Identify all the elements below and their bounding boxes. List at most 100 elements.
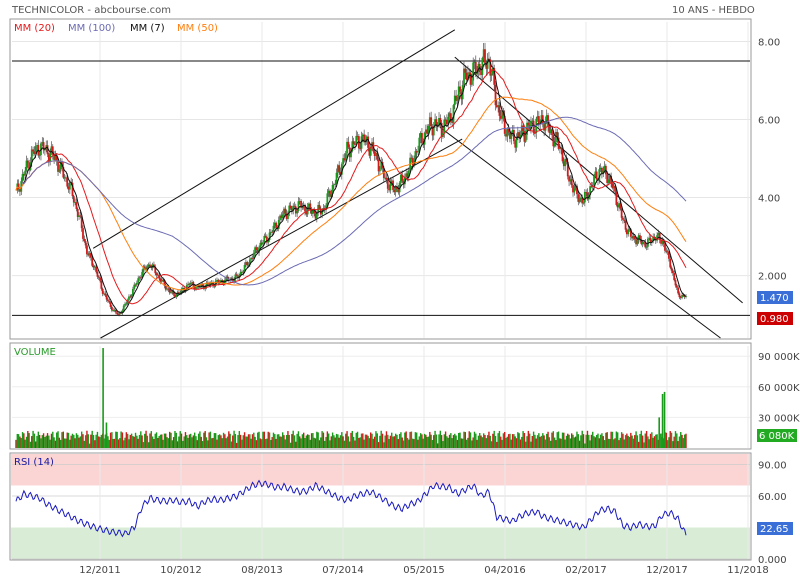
candle-body: [537, 116, 540, 124]
volume-bar: [283, 435, 285, 448]
candle-body: [455, 95, 457, 101]
candle-body: [428, 117, 431, 126]
rsi-badge: [757, 522, 793, 535]
volume-bar: [379, 435, 381, 448]
volume-bar: [279, 436, 281, 448]
volume-bar: [329, 440, 331, 448]
candle-body: [498, 105, 501, 116]
candle-body: [251, 258, 254, 259]
volume-bar: [380, 430, 382, 448]
volume-bar: [184, 432, 187, 448]
candle-body: [164, 285, 167, 290]
candle-body: [269, 231, 272, 233]
candle-body: [344, 153, 347, 161]
candle-body: [673, 273, 676, 281]
rsi-badge-value: 22.65: [760, 524, 789, 535]
volume-bar: [372, 438, 375, 448]
volume-bar: [116, 431, 118, 448]
candle-body: [138, 277, 141, 279]
candle-body: [51, 146, 54, 155]
volume-bar: [464, 432, 466, 448]
candle-body: [65, 177, 67, 179]
candle-body: [406, 173, 409, 177]
volume-bar: [404, 432, 406, 448]
candle-body: [430, 117, 433, 127]
candle-body: [264, 235, 267, 237]
candle-body: [486, 58, 489, 69]
volume-bar: [142, 442, 145, 448]
candle-body: [335, 172, 338, 184]
candle-body: [580, 197, 582, 199]
candle-body: [448, 113, 451, 117]
volume-bar: [253, 432, 255, 448]
ma-100-line: [23, 116, 687, 286]
candle-body: [403, 176, 406, 185]
candle-body: [614, 185, 616, 192]
volume-bar: [144, 433, 146, 448]
volume-bar: [137, 438, 139, 448]
candle-body: [235, 274, 238, 276]
volume-bar: [662, 438, 665, 448]
candle-body: [389, 181, 392, 191]
volume-bar: [509, 433, 511, 448]
volume-bar: [476, 439, 478, 448]
candle-body: [552, 135, 555, 147]
volume-bar: [99, 437, 101, 448]
candle-body: [266, 236, 268, 243]
x-tick-label: 02/2017: [565, 565, 607, 576]
volume-bar: [322, 432, 325, 448]
candle-body: [325, 205, 327, 210]
candle-body: [681, 294, 683, 298]
volume-bar: [572, 434, 574, 448]
candle-body: [457, 86, 460, 97]
volume-bar: [178, 436, 180, 448]
candle-body: [421, 133, 423, 144]
candle-body: [402, 180, 405, 185]
candle-body: [484, 49, 486, 63]
candle-body: [652, 236, 655, 242]
volume-bar: [351, 430, 354, 448]
volume-bar: [506, 436, 509, 448]
volume-bar: [450, 433, 452, 448]
volume-bar: [115, 431, 117, 448]
candle-body: [201, 284, 204, 286]
candle-body: [518, 132, 521, 138]
volume-bar: [649, 433, 652, 448]
volume-bar: [297, 431, 300, 448]
volume-bar: [295, 441, 297, 448]
candle-body: [481, 57, 484, 75]
candle-body: [133, 284, 136, 289]
volume-bar: [653, 436, 656, 448]
volume-bar: [423, 433, 426, 448]
candle-body: [585, 191, 588, 193]
volume-bar: [425, 434, 427, 448]
candle-body: [321, 210, 323, 215]
candle-body: [268, 232, 271, 241]
volume-bar: [29, 441, 32, 448]
volume-bar: [510, 439, 512, 448]
volume-bar: [567, 433, 569, 448]
volume-bar: [262, 431, 264, 448]
candle-body: [675, 285, 678, 288]
candle-body: [267, 240, 270, 243]
candle-body: [549, 129, 552, 133]
legend-ma50: MM (50): [177, 23, 218, 34]
volume-bar: [446, 436, 448, 448]
price-panel: [9, 18, 752, 340]
candle-body: [352, 141, 355, 144]
volume-bar: [120, 431, 122, 448]
volume-bar: [480, 435, 482, 448]
candle-body: [664, 243, 666, 251]
volume-bar: [373, 436, 376, 448]
candle-body: [49, 152, 52, 162]
candle-body: [17, 183, 20, 190]
volume-bar: [27, 431, 29, 448]
volume-bar: [586, 430, 589, 448]
volume-bar: [475, 433, 477, 448]
volume-bar: [183, 436, 185, 448]
volume-bar: [518, 433, 520, 448]
volume-bar: [530, 441, 532, 448]
volume-bar: [532, 431, 535, 448]
volume-bar: [682, 438, 685, 448]
volume-bar: [501, 439, 503, 448]
